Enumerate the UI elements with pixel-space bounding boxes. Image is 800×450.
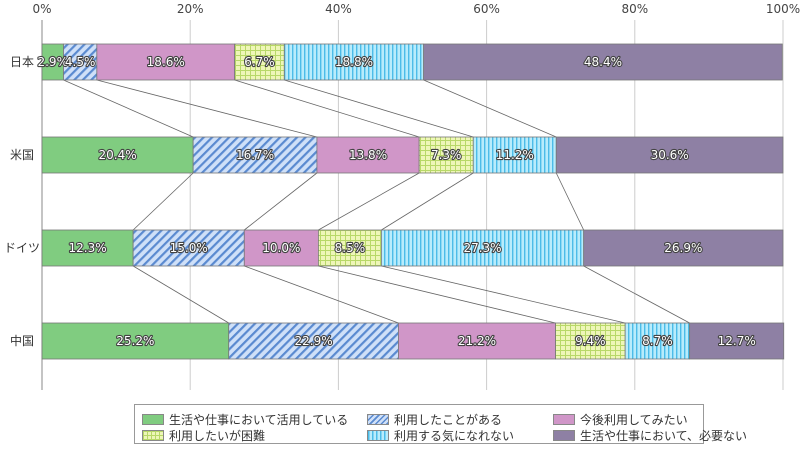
x-tick-label: 20% [177, 2, 204, 16]
data-label: 8.7% [642, 334, 673, 348]
legend-item: 利用する気になれない [367, 427, 514, 444]
bar-segment [243, 229, 319, 267]
bar-segment [228, 322, 399, 360]
data-label: 4.5% [65, 55, 96, 69]
legend-swatch [367, 414, 389, 425]
legend-label: 生活や仕事において、必要ない [580, 429, 748, 443]
bar-segment [583, 229, 784, 267]
data-label: 8.5% [335, 241, 366, 255]
legend-swatch [142, 414, 164, 425]
x-tick-label: 60% [473, 2, 500, 16]
legend-item: 今後利用してみたい [553, 411, 688, 428]
legend-swatch [553, 430, 575, 441]
legend-item: 生活や仕事において、必要ない [553, 427, 747, 444]
legend-label: 生活や仕事において活用している [169, 413, 349, 427]
x-tick-label: 0% [32, 2, 51, 16]
connector-line [234, 79, 420, 138]
data-label: 25.2% [116, 334, 154, 348]
bar-segment [283, 43, 425, 81]
bar-segment [555, 136, 784, 174]
data-label: 10.0% [262, 241, 300, 255]
legend-label: 今後利用してみたい [580, 413, 688, 427]
data-label: 26.9% [664, 241, 702, 255]
legend: 生活や仕事において活用している 利用したことがある 今後利用してみたい利用したいが困… [134, 404, 747, 444]
connector-line [318, 172, 420, 231]
legend-label: 利用したいが困難 [169, 429, 266, 443]
connector-line [423, 79, 557, 138]
connector-line [132, 172, 194, 231]
data-label: 20.4% [99, 148, 137, 162]
category-label: 日本 [10, 55, 34, 69]
data-label: 18.8% [335, 55, 373, 69]
x-tick-label: 100% [766, 2, 800, 16]
x-tick-label: 80% [621, 2, 648, 16]
data-label: 2.9% [37, 55, 68, 69]
legend-item: 利用したいが困難 [142, 427, 265, 444]
data-label: 16.7% [236, 148, 274, 162]
legend-item: 利用したことがある [367, 411, 502, 428]
legend-label: 利用したことがある [394, 413, 503, 427]
connector-line [63, 79, 194, 138]
bar-segment [380, 229, 585, 267]
bar-segment [398, 322, 556, 360]
connector-line [96, 79, 318, 138]
connector-line [381, 265, 626, 324]
legend-item: 生活や仕事において活用している [142, 411, 348, 428]
bar-segment [41, 229, 134, 267]
bar-segment [555, 322, 626, 360]
data-label: 13.8% [349, 148, 387, 162]
data-label: 48.4% [584, 55, 622, 69]
legend-swatch [142, 430, 164, 441]
data-label: 15.0% [170, 241, 208, 255]
data-label: 27.3% [463, 241, 501, 255]
connector-line [381, 172, 474, 231]
category-label: 米国 [10, 148, 34, 162]
category-label: ドイツ [4, 241, 40, 255]
bar-segment [192, 136, 318, 174]
bar-segment [316, 136, 420, 174]
data-label: 12.7% [718, 334, 756, 348]
legend-swatch [553, 414, 575, 425]
data-label: 7.3% [431, 148, 462, 162]
bar-segment [132, 229, 245, 267]
data-label: 18.6% [147, 55, 185, 69]
bar-segment [472, 136, 557, 174]
bar-segment [41, 136, 194, 174]
bar-segment [234, 43, 285, 81]
connector-line [284, 79, 474, 138]
data-label: 21.2% [458, 334, 496, 348]
bar-segment [423, 43, 783, 81]
x-tick-label: 40% [325, 2, 352, 16]
connector-line [555, 172, 585, 231]
connector-line [244, 172, 318, 231]
bar-segment [96, 43, 236, 81]
legend-label: 利用する気になれない [394, 429, 515, 443]
connector-line [318, 265, 556, 324]
data-label: 12.3% [69, 241, 107, 255]
connector-line [244, 265, 399, 324]
bar-segment [418, 136, 474, 174]
connector-line [583, 265, 690, 324]
legend-swatch [367, 430, 389, 441]
bar-segment [689, 322, 785, 360]
data-label: 6.7% [244, 55, 275, 69]
data-label: 9.4% [575, 334, 606, 348]
data-label: 30.6% [651, 148, 689, 162]
data-label: 11.2% [496, 148, 534, 162]
bar-segment [317, 229, 382, 267]
bar-segment [41, 322, 230, 360]
connector-line [132, 265, 229, 324]
category-label: 中国 [10, 333, 34, 348]
data-label: 22.9% [295, 334, 333, 348]
